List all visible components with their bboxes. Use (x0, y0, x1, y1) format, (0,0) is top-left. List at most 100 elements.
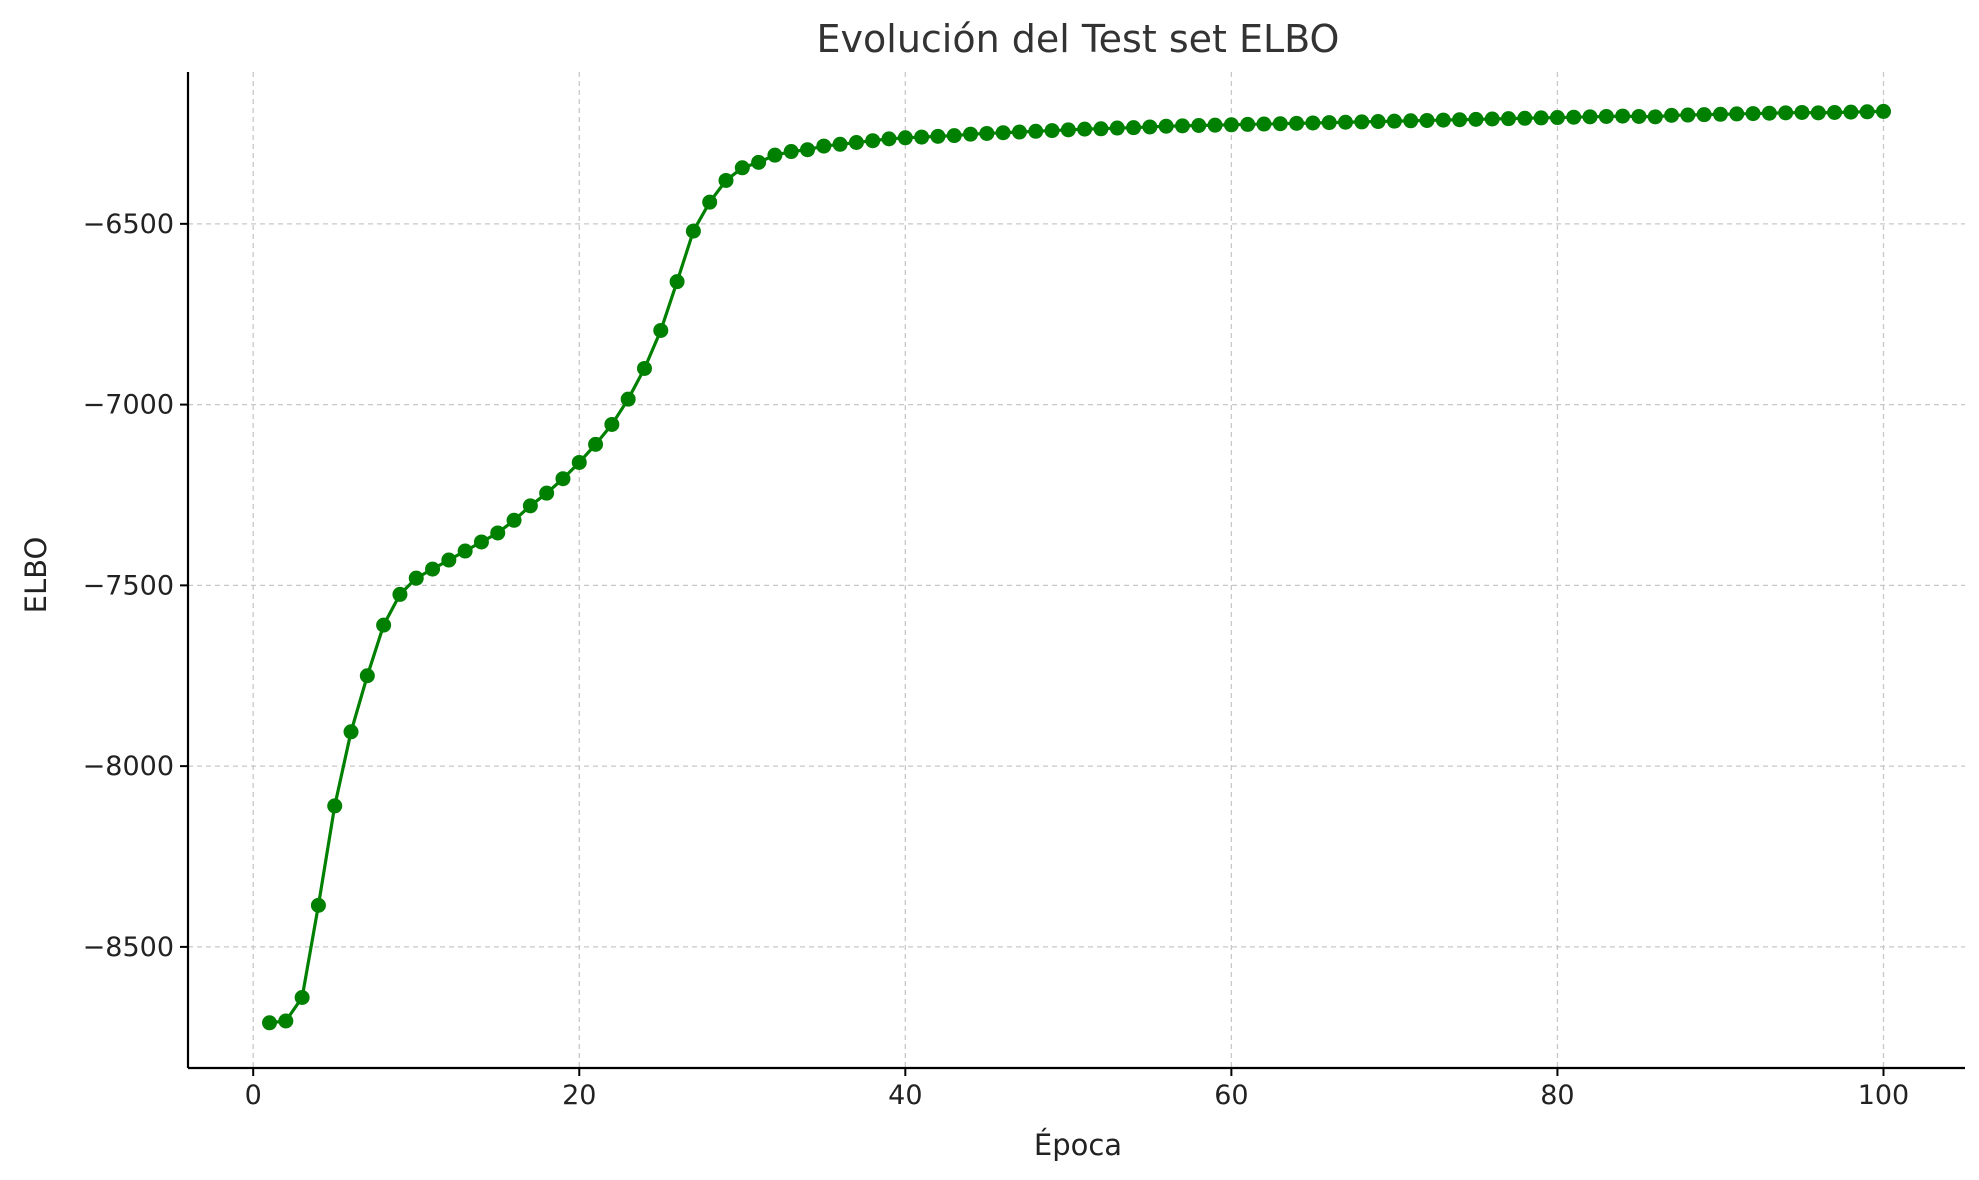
x-tick-label: 60 (1214, 1080, 1248, 1111)
data-point (1011, 124, 1027, 140)
data-point (653, 322, 669, 338)
data-point (490, 525, 506, 541)
data-point (1256, 116, 1272, 132)
data-point (881, 131, 897, 147)
data-point (1501, 111, 1517, 127)
data-point (1517, 110, 1533, 126)
data-point (1321, 115, 1337, 131)
data-point (1566, 109, 1582, 125)
data-point (685, 223, 701, 239)
y-tick-label: −7000 (83, 390, 174, 421)
data-point (262, 1015, 278, 1031)
x-tick-label: 0 (245, 1080, 262, 1111)
series-line (269, 109, 1884, 1025)
x-tick-label: 40 (888, 1080, 922, 1111)
data-point (310, 897, 326, 913)
data-point (604, 416, 620, 432)
data-point (392, 586, 408, 602)
data-point (359, 668, 375, 684)
data-point (751, 154, 767, 170)
ticks: 0 20 40 60 80 100 −8500 −8000 −7500 −7000 −6500 (83, 209, 1910, 1111)
data-point (506, 512, 522, 528)
y-axis-label: ELBO (19, 537, 53, 614)
data-point (555, 471, 571, 487)
data-point (1712, 106, 1728, 122)
data-point (832, 136, 848, 152)
data-point (1468, 111, 1484, 127)
data-point (1158, 118, 1174, 134)
data-point (1761, 105, 1777, 121)
data-point (1093, 121, 1109, 137)
series (262, 103, 1891, 1031)
data-point (1810, 105, 1826, 121)
data-point (1191, 118, 1207, 134)
data-point (1647, 109, 1663, 125)
data-point (963, 126, 979, 142)
data-point (946, 128, 962, 144)
data-point (408, 570, 424, 586)
data-point (1843, 104, 1859, 120)
data-point (1615, 108, 1631, 124)
axes (186, 72, 1965, 1070)
x-tick-label: 80 (1540, 1080, 1574, 1111)
data-point (865, 133, 881, 149)
x-tick-label: 100 (1858, 1080, 1910, 1111)
data-point (783, 144, 799, 160)
data-point (1778, 105, 1794, 121)
data-point (1354, 114, 1370, 130)
data-point (343, 724, 359, 740)
data-point (1028, 123, 1044, 139)
data-point (1745, 106, 1761, 122)
data-point (816, 138, 832, 154)
data-point (1126, 120, 1142, 136)
data-point (1859, 104, 1875, 120)
data-point (1044, 123, 1060, 139)
data-point (1223, 117, 1239, 133)
data-point (1060, 122, 1076, 138)
data-point (425, 561, 441, 577)
data-point (914, 129, 930, 145)
data-point (1403, 113, 1419, 129)
data-point (1680, 107, 1696, 123)
data-point (1533, 110, 1549, 126)
data-point (1696, 107, 1712, 123)
data-point (897, 130, 913, 146)
data-point (457, 543, 473, 559)
data-point (620, 391, 636, 407)
data-point (1484, 111, 1500, 127)
data-point (1142, 119, 1158, 135)
data-point (1174, 118, 1190, 134)
x-tick-label: 20 (562, 1080, 596, 1111)
y-tick-label: −8000 (83, 751, 174, 782)
chart-title: Evolución del Test set ELBO (817, 17, 1340, 61)
data-point (1729, 106, 1745, 122)
data-point (718, 172, 734, 188)
data-point (734, 160, 750, 176)
data-point (1077, 121, 1093, 137)
data-point (327, 798, 343, 814)
grid (188, 72, 1965, 1068)
data-point (636, 360, 652, 376)
data-point (1109, 120, 1125, 136)
data-point (1827, 104, 1843, 120)
data-point (1386, 113, 1402, 129)
data-point (1289, 115, 1305, 131)
data-point (1875, 103, 1891, 119)
data-point (995, 125, 1011, 141)
data-point (1337, 114, 1353, 130)
data-point (1207, 117, 1223, 133)
data-point (767, 147, 783, 163)
data-point (1582, 109, 1598, 125)
y-tick-label: −7500 (83, 570, 174, 601)
data-point (669, 274, 685, 290)
data-point (278, 1013, 294, 1029)
data-point (571, 454, 587, 470)
data-point (1549, 110, 1565, 126)
data-point (1598, 108, 1614, 124)
data-point (588, 436, 604, 452)
data-point (1305, 115, 1321, 131)
y-tick-label: −6500 (83, 209, 174, 240)
data-point (1370, 114, 1386, 130)
data-point (376, 617, 392, 633)
